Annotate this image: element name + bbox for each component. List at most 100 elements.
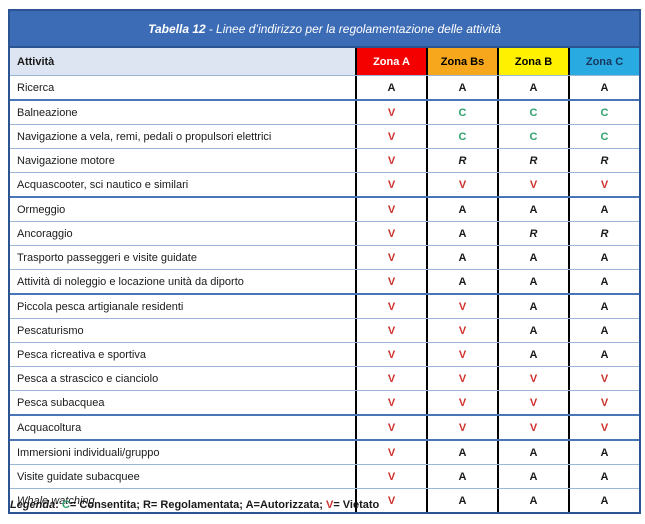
zone-value-cell: V bbox=[355, 391, 426, 414]
table-row: Navigazione a vela, remi, pedali o propu… bbox=[10, 124, 639, 148]
zone-value-cell: C bbox=[568, 101, 639, 124]
zone-value-cell: A bbox=[497, 343, 568, 366]
zone-value-cell: V bbox=[355, 465, 426, 488]
activity-cell: Ricerca bbox=[17, 81, 55, 94]
activity-cell: Immersioni individuali/gruppo bbox=[17, 446, 160, 459]
table-row: Ormeggio V A A A bbox=[10, 196, 639, 221]
zone-value-cell: A bbox=[497, 465, 568, 488]
zone-value-cell: A bbox=[568, 198, 639, 221]
column-header-zona-b: Zona B bbox=[497, 48, 568, 75]
zone-value-cell: V bbox=[355, 246, 426, 269]
zone-value-cell: A bbox=[568, 465, 639, 488]
table-row: Pescaturismo V V A A bbox=[10, 318, 639, 342]
legend-key-regolamentata: R bbox=[142, 499, 151, 511]
activity-cell: Pesca a strascico e cianciolo bbox=[17, 372, 159, 385]
zone-value-cell: V bbox=[568, 416, 639, 439]
zone-value-cell: A bbox=[568, 295, 639, 318]
table-row: Balneazione V C C C bbox=[10, 99, 639, 124]
table-title-number: Tabella 12 bbox=[148, 21, 206, 36]
zone-value-cell: R bbox=[497, 149, 568, 172]
zone-value-cell: C bbox=[497, 101, 568, 124]
zone-value-cell: A bbox=[497, 441, 568, 464]
zone-value-cell: R bbox=[426, 149, 497, 172]
zone-value-cell: V bbox=[355, 173, 426, 196]
zone-value-cell: V bbox=[426, 295, 497, 318]
activity-cell: Visite guidate subacquee bbox=[17, 470, 140, 483]
zone-value-cell: A bbox=[426, 198, 497, 221]
column-header-zona-bs: Zona Bs bbox=[426, 48, 497, 75]
zone-value-cell: V bbox=[426, 343, 497, 366]
zone-value-cell: A bbox=[568, 343, 639, 366]
regulation-table: Tabella 12 - Linee d’indirizzo per la re… bbox=[8, 9, 641, 514]
zone-value-cell: A bbox=[426, 441, 497, 464]
zone-value-cell: A bbox=[426, 222, 497, 245]
zone-value-cell: A bbox=[497, 246, 568, 269]
table-row: Acquascooter, sci nautico e similari V V… bbox=[10, 172, 639, 196]
zone-value-cell: V bbox=[355, 125, 426, 148]
zone-value-cell: V bbox=[355, 295, 426, 318]
activity-cell: Ancoraggio bbox=[17, 227, 73, 240]
legend-desc-regolamentata: = Regolamentata; bbox=[150, 499, 246, 511]
zone-value-cell: A bbox=[497, 489, 568, 512]
table-title: Tabella 12 - Linee d’indirizzo per la re… bbox=[10, 11, 639, 48]
zone-value-cell: V bbox=[426, 367, 497, 390]
zone-value-cell: V bbox=[497, 416, 568, 439]
zone-value-cell: A bbox=[568, 489, 639, 512]
zone-value-cell: V bbox=[355, 367, 426, 390]
zone-value-cell: A bbox=[568, 270, 639, 293]
zone-value-cell: A bbox=[355, 76, 426, 99]
column-header-zona-a: Zona A bbox=[355, 48, 426, 75]
table-row: Ancoraggio V A R R bbox=[10, 221, 639, 245]
table-row: Immersioni individuali/gruppo V A A A bbox=[10, 439, 639, 464]
activity-cell: Pesca subacquea bbox=[17, 396, 105, 409]
zone-value-cell: V bbox=[355, 198, 426, 221]
activity-cell: Trasporto passeggeri e visite guidate bbox=[17, 251, 197, 264]
zone-value-cell: A bbox=[497, 270, 568, 293]
table-row: Pesca subacquea V V V V bbox=[10, 390, 639, 414]
table-row: Ricerca A A A A bbox=[10, 75, 639, 99]
legend-desc-autorizzata: =Autorizzata; bbox=[253, 499, 326, 511]
activity-cell: Navigazione motore bbox=[17, 154, 115, 167]
activity-cell: Balneazione bbox=[17, 106, 78, 119]
legend-desc-consentita: = Consentita; bbox=[69, 499, 143, 511]
zone-value-cell: V bbox=[426, 319, 497, 342]
legend-separator: : bbox=[55, 499, 62, 511]
zone-value-cell: A bbox=[426, 76, 497, 99]
zone-value-cell: V bbox=[355, 441, 426, 464]
legend: Legenda: C= Consentita; R= Regolamentata… bbox=[10, 499, 379, 511]
zone-value-cell: A bbox=[497, 319, 568, 342]
zone-value-cell: A bbox=[426, 489, 497, 512]
activity-cell: Pescaturismo bbox=[17, 324, 84, 337]
zone-value-cell: R bbox=[568, 149, 639, 172]
zone-value-cell: V bbox=[426, 416, 497, 439]
table-row: Whale watching V A A A bbox=[10, 488, 639, 512]
zone-value-cell: A bbox=[426, 246, 497, 269]
zone-value-cell: V bbox=[497, 367, 568, 390]
legend-key-consentita: C bbox=[61, 499, 70, 511]
zone-value-cell: V bbox=[355, 270, 426, 293]
table-row: Acquacoltura V V V V bbox=[10, 414, 639, 439]
zone-value-cell: V bbox=[355, 149, 426, 172]
table-title-text: - Linee d’indirizzo per la regolamentazi… bbox=[208, 21, 501, 36]
zone-value-cell: C bbox=[568, 125, 639, 148]
activity-cell: Acquascooter, sci nautico e similari bbox=[17, 178, 189, 191]
zone-value-cell: A bbox=[568, 319, 639, 342]
legend-key-vietato: V bbox=[325, 499, 334, 511]
column-header-activity: Attività bbox=[17, 55, 55, 68]
table-row: Pesca a strascico e cianciolo V V V V bbox=[10, 366, 639, 390]
zone-value-cell: A bbox=[568, 76, 639, 99]
zone-value-cell: V bbox=[355, 101, 426, 124]
zone-value-cell: V bbox=[355, 319, 426, 342]
legend-desc-vietato: = Vietato bbox=[333, 499, 380, 511]
zone-value-cell: A bbox=[426, 465, 497, 488]
column-header-row: Attività Zona A Zona Bs Zona B Zona C bbox=[10, 48, 639, 75]
table-row: Pesca ricreativa e sportiva V V A A bbox=[10, 342, 639, 366]
zone-value-cell: V bbox=[426, 391, 497, 414]
zone-value-cell: C bbox=[426, 125, 497, 148]
activity-cell: Pesca ricreativa e sportiva bbox=[17, 348, 146, 361]
activity-cell: Ormeggio bbox=[17, 203, 66, 216]
zone-value-cell: V bbox=[497, 391, 568, 414]
zone-value-cell: R bbox=[497, 222, 568, 245]
table-row: Navigazione motore V R R R bbox=[10, 148, 639, 172]
zone-value-cell: R bbox=[568, 222, 639, 245]
